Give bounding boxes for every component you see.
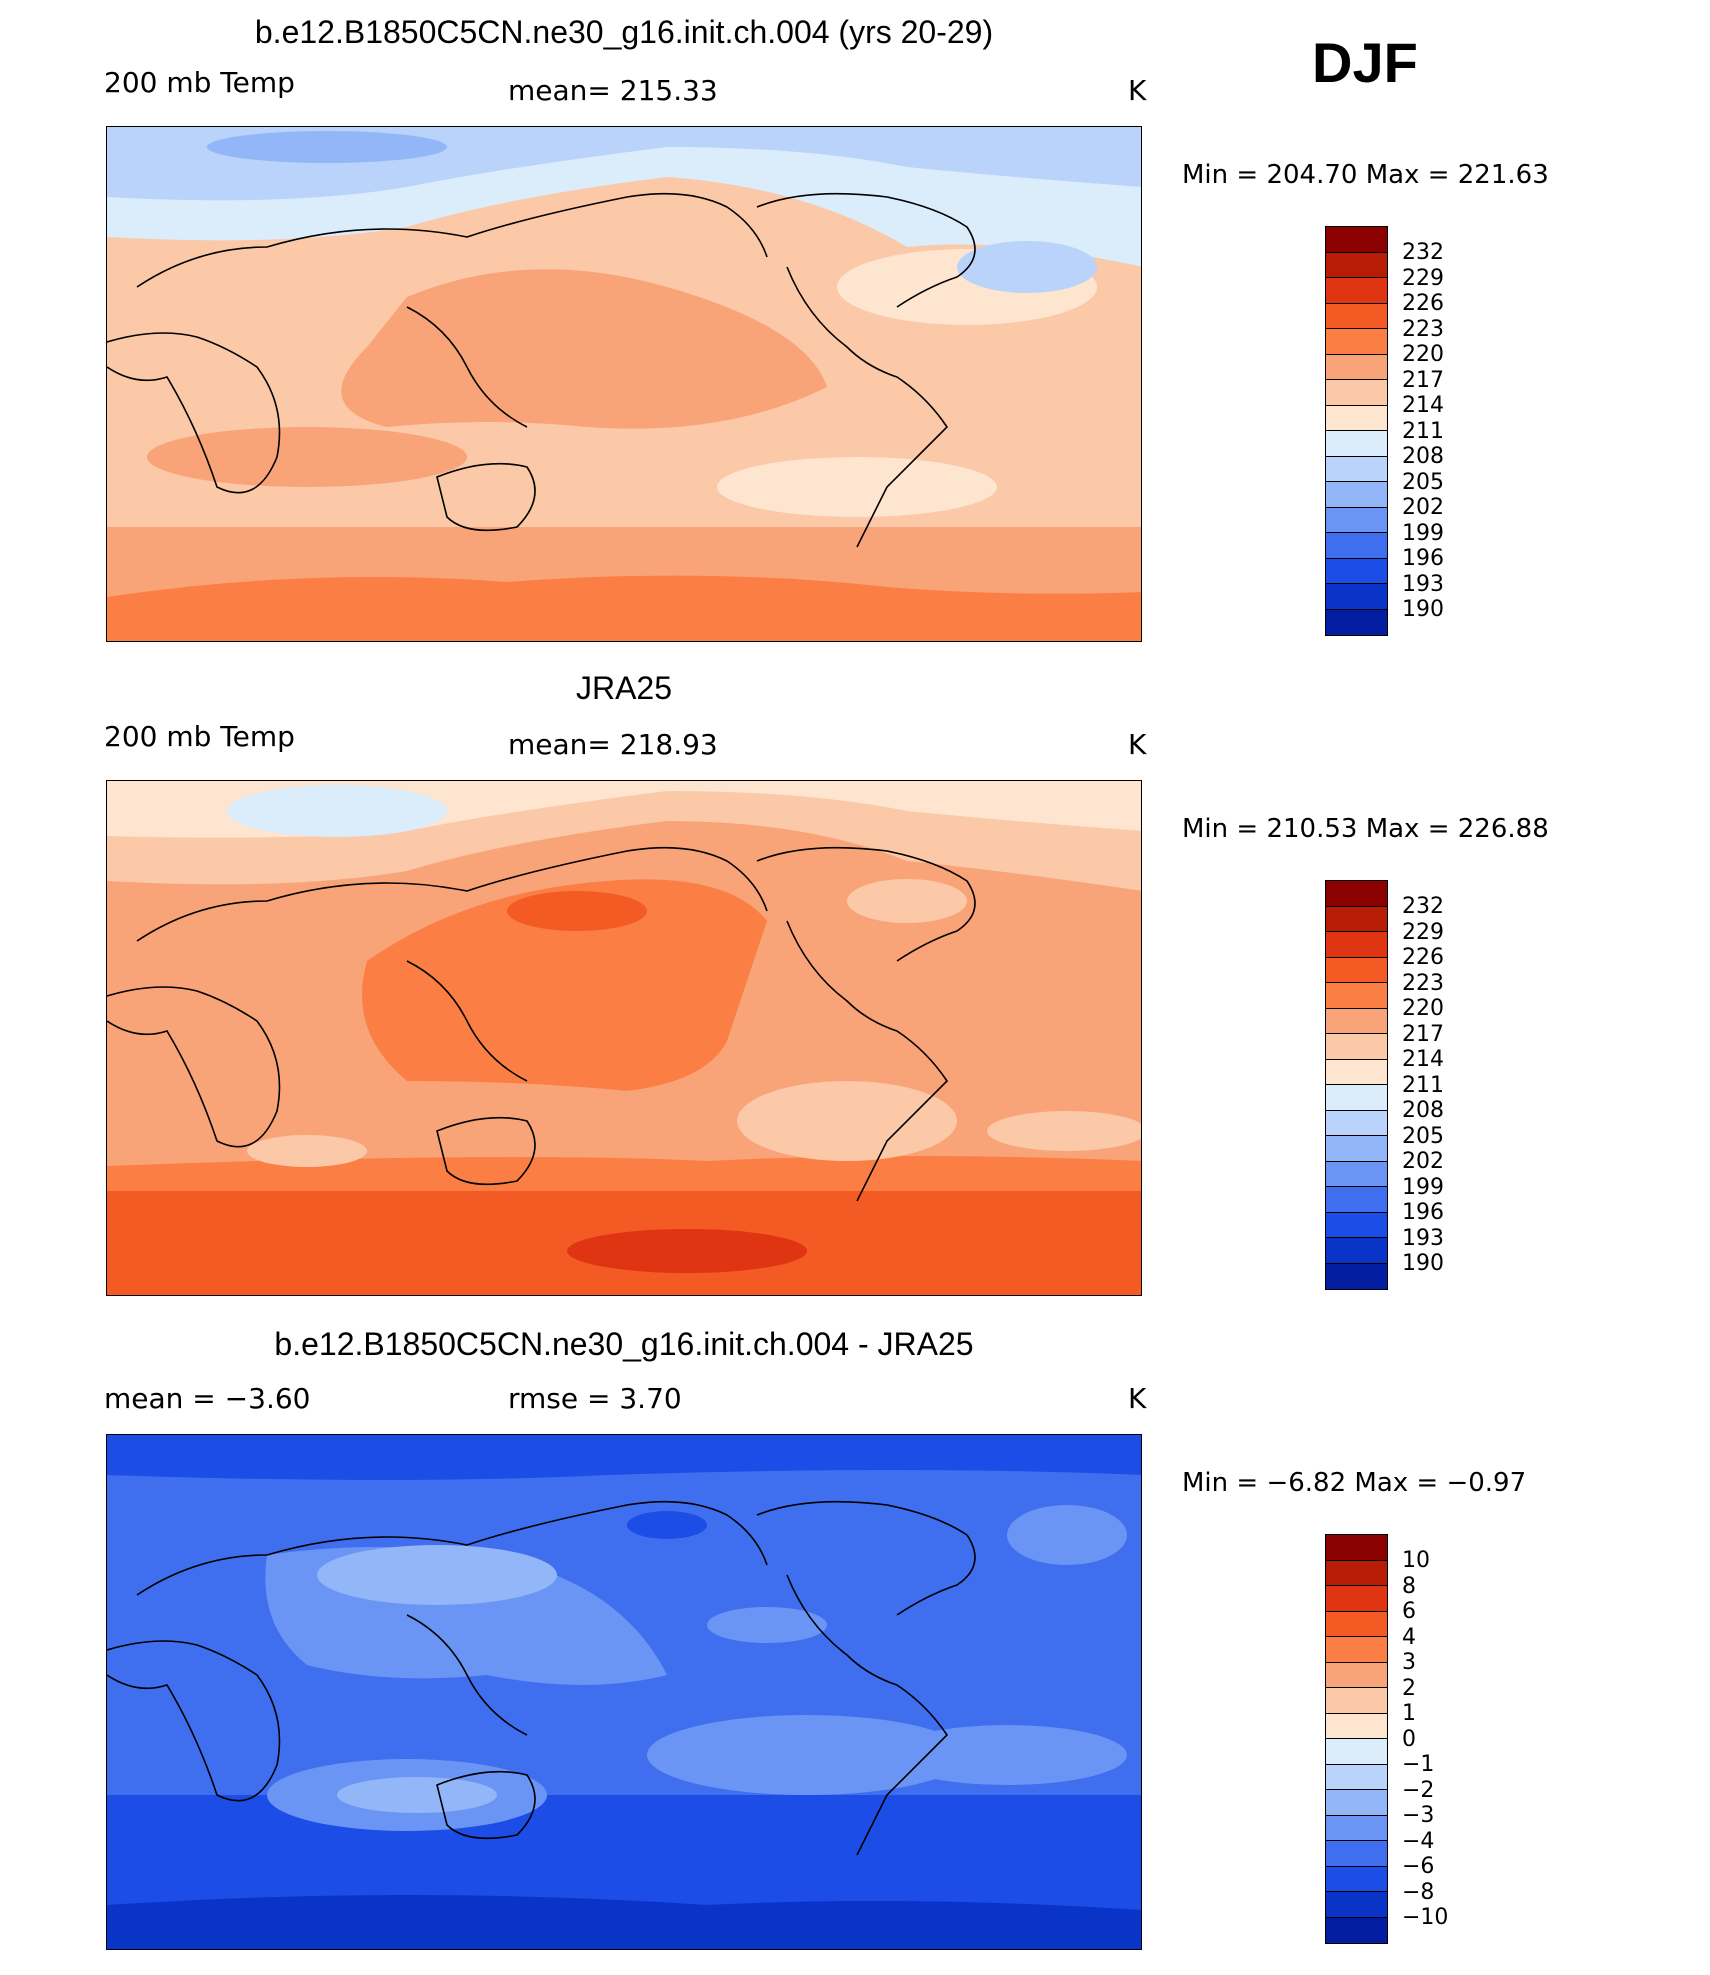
colorbar-label: 2 (1402, 1675, 1416, 1701)
colorbar (1325, 880, 1388, 1290)
colorbar-label: −4 (1402, 1828, 1435, 1854)
colorbar-label: 220 (1402, 996, 1444, 1021)
colorbar-label: 223 (1402, 316, 1444, 342)
colorbar-label: 226 (1402, 291, 1444, 316)
colorbar-label: 10 (1402, 1548, 1430, 1573)
colorbar-label: 205 (1402, 469, 1444, 495)
colorbar-label: 3 (1402, 1650, 1416, 1675)
colorbar-label: 205 (1402, 1123, 1444, 1149)
variable-label: 200 mb Temp (104, 720, 295, 753)
colorbar-label: 8 (1402, 1573, 1416, 1599)
colorbar-label: 196 (1402, 546, 1444, 571)
colorbar-label: −8 (1402, 1879, 1435, 1905)
mean-label: mean= 215.33 (508, 74, 718, 107)
colorbar-label: 214 (1402, 393, 1444, 418)
colorbar-label: 211 (1402, 1072, 1444, 1098)
colorbar-label: 1 (1402, 1701, 1416, 1726)
colorbar-label: 214 (1402, 1047, 1444, 1072)
colorbar-label: −3 (1402, 1803, 1435, 1828)
colorbar-label: 220 (1402, 342, 1444, 367)
colorbar-label: 190 (1402, 597, 1444, 622)
colorbar-label: 232 (1402, 894, 1444, 919)
model-temperature-map (106, 126, 1142, 642)
colorbar-label: 0 (1402, 1726, 1416, 1752)
colorbar-label: 229 (1402, 265, 1444, 291)
colorbar-label: −2 (1402, 1777, 1435, 1803)
colorbar-label: 217 (1402, 1021, 1444, 1047)
colorbar-label: 199 (1402, 1174, 1444, 1200)
diff-mean-label: mean = −3.60 (104, 1382, 311, 1415)
min-max-label: Min = 204.70 Max = 221.63 (1182, 160, 1549, 190)
panel-title: JRA25 (575, 670, 673, 706)
variable-label: 200 mb Temp (104, 66, 295, 99)
units-label: K (1128, 728, 1147, 761)
colorbar-label: 202 (1402, 1149, 1444, 1174)
colorbar-label: 190 (1402, 1251, 1444, 1276)
colorbar-label: 217 (1402, 367, 1444, 393)
units-label: K (1128, 74, 1147, 107)
min-max-label: Min = 210.53 Max = 226.88 (1182, 814, 1549, 844)
min-max-label: Min = −6.82 Max = −0.97 (1182, 1468, 1527, 1498)
colorbar (1325, 226, 1388, 636)
season-label: DJF (1312, 31, 1418, 94)
mean-label: mean= 218.93 (508, 728, 718, 761)
colorbar-label: 232 (1402, 240, 1444, 265)
colorbar-label: −1 (1402, 1752, 1435, 1777)
colorbar-label: 6 (1402, 1599, 1416, 1624)
colorbar-label: 202 (1402, 495, 1444, 520)
colorbar-label: 223 (1402, 970, 1444, 996)
reanalysis-temperature-map (106, 780, 1142, 1296)
colorbar-label: 211 (1402, 418, 1444, 444)
panel-title: b.e12.B1850C5CN.ne30_g16.init.ch.004 (yr… (254, 14, 994, 50)
colorbar-label: 199 (1402, 520, 1444, 546)
units-label: K (1128, 1382, 1147, 1415)
panel-title: b.e12.B1850C5CN.ne30_g16.init.ch.004 - J… (274, 1326, 974, 1362)
rmse-label: rmse = 3.70 (508, 1382, 682, 1415)
colorbar-label: 196 (1402, 1200, 1444, 1225)
colorbar-label: 208 (1402, 444, 1444, 469)
colorbar-label: −10 (1402, 1905, 1449, 1930)
colorbar-label: −6 (1402, 1854, 1435, 1879)
difference-map (106, 1434, 1142, 1950)
colorbar-label: 229 (1402, 919, 1444, 945)
colorbar (1325, 1534, 1388, 1944)
colorbar-label: 4 (1402, 1624, 1416, 1650)
colorbar-label: 193 (1402, 571, 1444, 597)
colorbar-label: 226 (1402, 945, 1444, 970)
colorbar-label: 208 (1402, 1098, 1444, 1123)
colorbar-label: 193 (1402, 1225, 1444, 1251)
